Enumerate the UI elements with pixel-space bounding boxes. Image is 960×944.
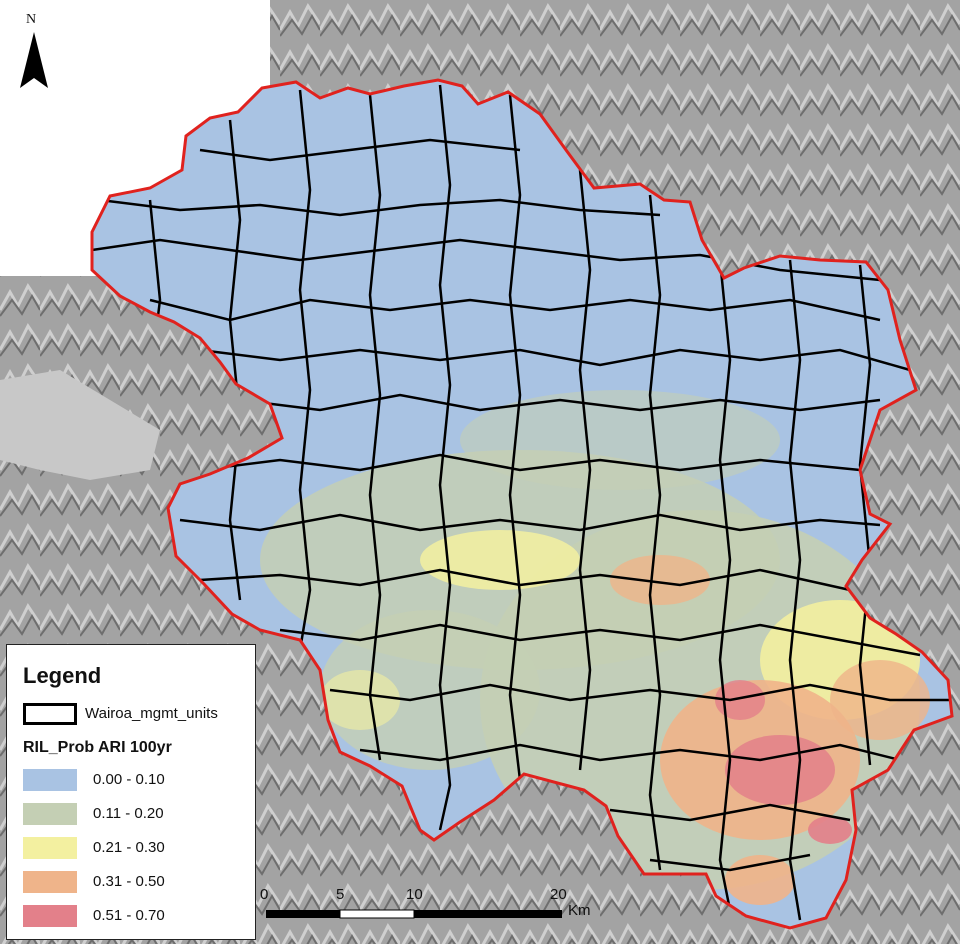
legend: Legend Wairoa_mgmt_units RIL_Prob ARI 10… — [6, 644, 256, 940]
legend-swatch-5 — [23, 905, 77, 927]
units-symbol — [23, 703, 77, 725]
scale-tick-10: 10 — [406, 886, 423, 903]
units-label: Wairoa_mgmt_units — [85, 705, 218, 722]
management-units — [92, 84, 950, 921]
legend-class-1: 0.00 - 0.10 — [23, 769, 253, 791]
legend-label-2: 0.11 - 0.20 — [93, 805, 164, 822]
legend-class-3: 0.21 - 0.30 — [23, 837, 253, 859]
probability-title: RIL_Prob ARI 100yr — [23, 739, 172, 756]
legend-class-2: 0.11 - 0.20 — [23, 803, 253, 825]
north-arrow: N — [14, 12, 54, 96]
legend-label-1: 0.00 - 0.10 — [93, 771, 165, 788]
legend-swatch-3 — [23, 837, 77, 859]
legend-swatch-2 — [23, 803, 77, 825]
legend-class-5: 0.51 - 0.70 — [23, 905, 253, 927]
legend-class-4: 0.31 - 0.50 — [23, 871, 253, 893]
lake-shape — [0, 370, 160, 480]
scale-tick-20: 20 — [550, 886, 567, 903]
scale-tick-0: 0 — [260, 886, 269, 903]
north-arrow-icon — [20, 32, 48, 88]
legend-swatch-4 — [23, 871, 77, 893]
scale-bar-graphic — [266, 909, 562, 919]
scale-tick-5: 5 — [336, 886, 345, 903]
scale-unit: Km — [568, 902, 591, 919]
north-label: N — [26, 12, 37, 27]
legend-swatch-1 — [23, 769, 77, 791]
legend-label-4: 0.31 - 0.50 — [93, 873, 165, 890]
scale-bar: 0 5 10 20 Km — [260, 886, 606, 926]
legend-title: Legend — [23, 663, 102, 688]
legend-label-5: 0.51 - 0.70 — [93, 907, 165, 924]
legend-label-3: 0.21 - 0.30 — [93, 839, 165, 856]
